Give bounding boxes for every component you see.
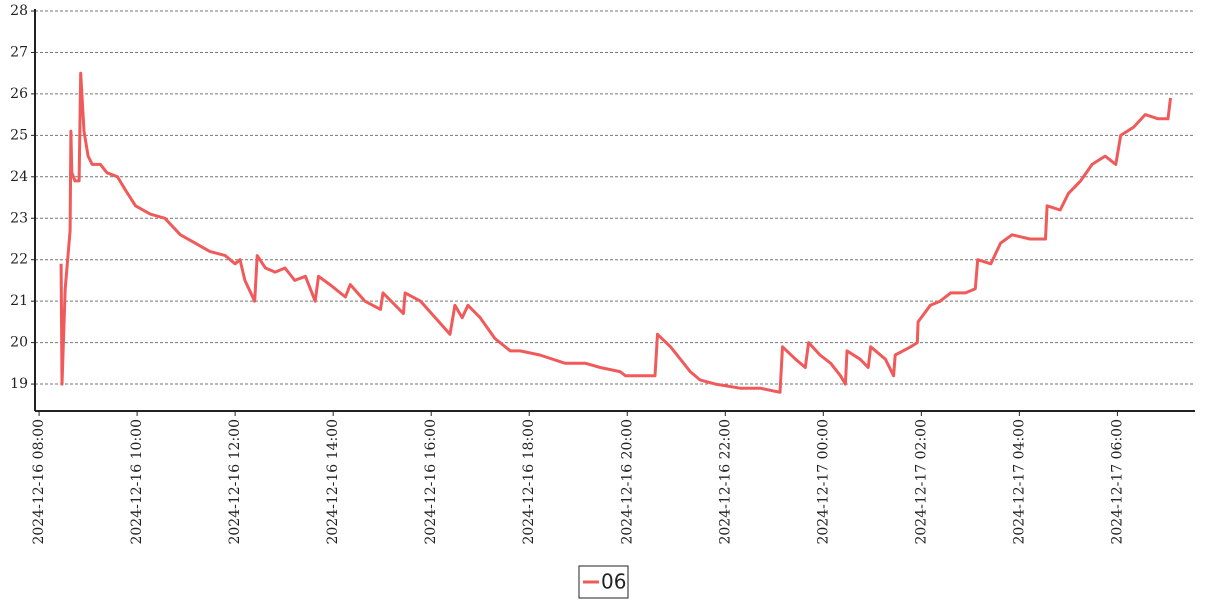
x-tick-label: 2024-12-17 02:00	[913, 419, 929, 545]
x-tick-label: 2024-12-17 06:00	[1109, 419, 1125, 545]
y-tick-label: 24	[10, 169, 28, 185]
legend-box	[578, 565, 629, 599]
y-tick-label: 25	[10, 127, 28, 143]
x-tick-label: 2024-12-16 14:00	[325, 419, 341, 545]
y-tick-label: 22	[10, 252, 28, 268]
y-tick-label: 21	[10, 293, 28, 309]
x-tick-label: 2024-12-16 10:00	[129, 419, 145, 545]
y-tick-label: 23	[10, 210, 28, 226]
y-tick-label: 28	[10, 3, 28, 19]
x-tick-label: 2024-12-16 12:00	[227, 419, 243, 545]
y-tick-label: 27	[10, 44, 28, 60]
x-tick-label: 2024-12-16 16:00	[423, 419, 439, 545]
x-tick-label: 2024-12-16 18:00	[521, 419, 537, 545]
x-tick-label: 2024-12-17 04:00	[1011, 419, 1027, 545]
data-line	[59, 71, 1172, 394]
y-tick-label: 20	[10, 335, 28, 351]
y-tick-label: 19	[10, 376, 28, 392]
y-tick-label: 26	[10, 86, 28, 102]
legend: 06	[578, 565, 629, 599]
legend-label: 06	[601, 570, 626, 594]
x-tick-label: 2024-12-16 08:00	[31, 419, 47, 545]
x-tick-label: 2024-12-16 20:00	[619, 419, 635, 545]
x-tick-label: 2024-12-16 22:00	[717, 419, 733, 545]
x-tick-label: 2024-12-17 00:00	[815, 419, 831, 545]
